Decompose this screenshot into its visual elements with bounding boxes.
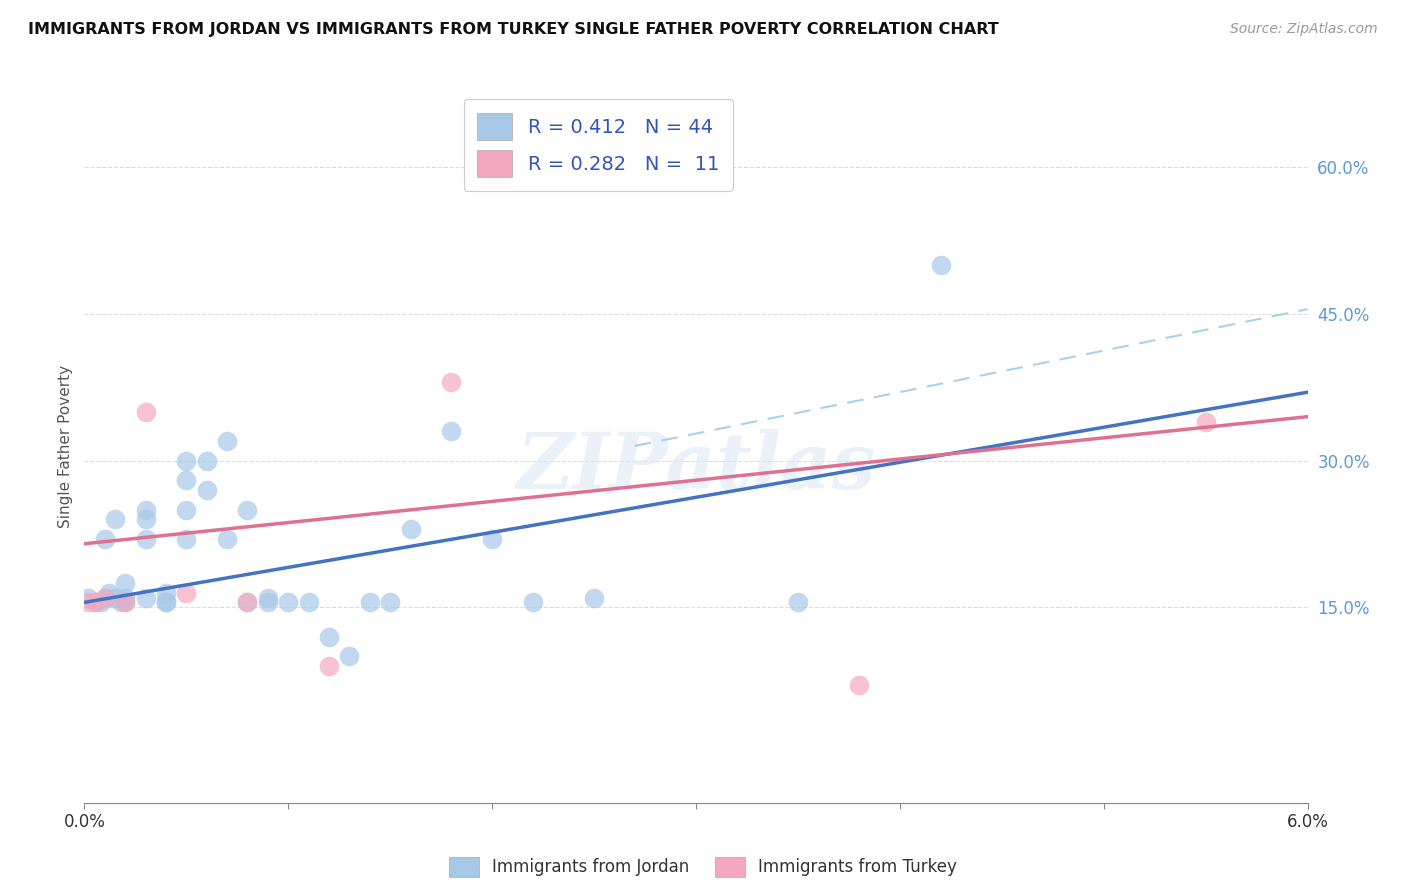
Point (318, 659, 340, 673)
Point (176, 532, 198, 546)
Point (135, 591, 157, 605)
Point (380, 595, 402, 609)
Legend: Immigrants from Jordan, Immigrants from Turkey: Immigrants from Jordan, Immigrants from … (443, 850, 963, 884)
Point (90, 595, 112, 609)
Point (399, 522, 422, 536)
Point (114, 595, 136, 609)
Point (522, 595, 544, 609)
Point (236, 595, 259, 609)
Point (83, 595, 105, 609)
Point (97, 585, 120, 599)
Point (277, 595, 299, 609)
Point (104, 512, 127, 526)
Point (440, 425, 463, 439)
Point (93, 532, 117, 546)
Point (195, 483, 218, 497)
Point (583, 591, 606, 605)
Text: IMMIGRANTS FROM JORDAN VS IMMIGRANTS FROM TURKEY SINGLE FATHER POVERTY CORRELATI: IMMIGRANTS FROM JORDAN VS IMMIGRANTS FRO… (28, 22, 998, 37)
Point (110, 595, 132, 609)
Point (114, 575, 136, 590)
Point (77, 595, 100, 609)
Point (135, 502, 157, 516)
Point (155, 595, 177, 609)
Point (195, 453, 218, 467)
Point (359, 595, 381, 609)
Y-axis label: Single Father Poverty: Single Father Poverty (58, 365, 73, 527)
Point (83, 595, 105, 609)
Point (848, 678, 870, 692)
Text: Source: ZipAtlas.com: Source: ZipAtlas.com (1230, 22, 1378, 37)
Point (176, 585, 198, 599)
Point (93, 591, 117, 605)
Point (176, 453, 198, 467)
Point (298, 595, 321, 609)
Point (318, 630, 340, 644)
Point (93, 591, 117, 605)
Legend: R = 0.412   N = 44, R = 0.282   N =  11: R = 0.412 N = 44, R = 0.282 N = 11 (464, 99, 733, 191)
Point (440, 376, 463, 390)
Point (114, 591, 136, 605)
Point (236, 595, 259, 609)
Point (104, 591, 127, 605)
Point (135, 532, 157, 546)
Point (176, 473, 198, 487)
Point (135, 405, 157, 419)
Point (114, 595, 136, 609)
Point (176, 502, 198, 516)
Point (236, 502, 259, 516)
Point (339, 649, 361, 664)
Point (1195, 415, 1218, 429)
Point (929, 258, 952, 272)
Point (135, 512, 157, 526)
Point (155, 585, 177, 599)
Point (481, 532, 503, 546)
Point (217, 532, 239, 546)
Point (155, 595, 177, 609)
Text: ZIPatlas: ZIPatlas (516, 429, 876, 506)
Point (77, 591, 100, 605)
Point (217, 434, 239, 449)
Point (787, 595, 810, 609)
Point (257, 595, 280, 609)
Point (257, 591, 280, 605)
